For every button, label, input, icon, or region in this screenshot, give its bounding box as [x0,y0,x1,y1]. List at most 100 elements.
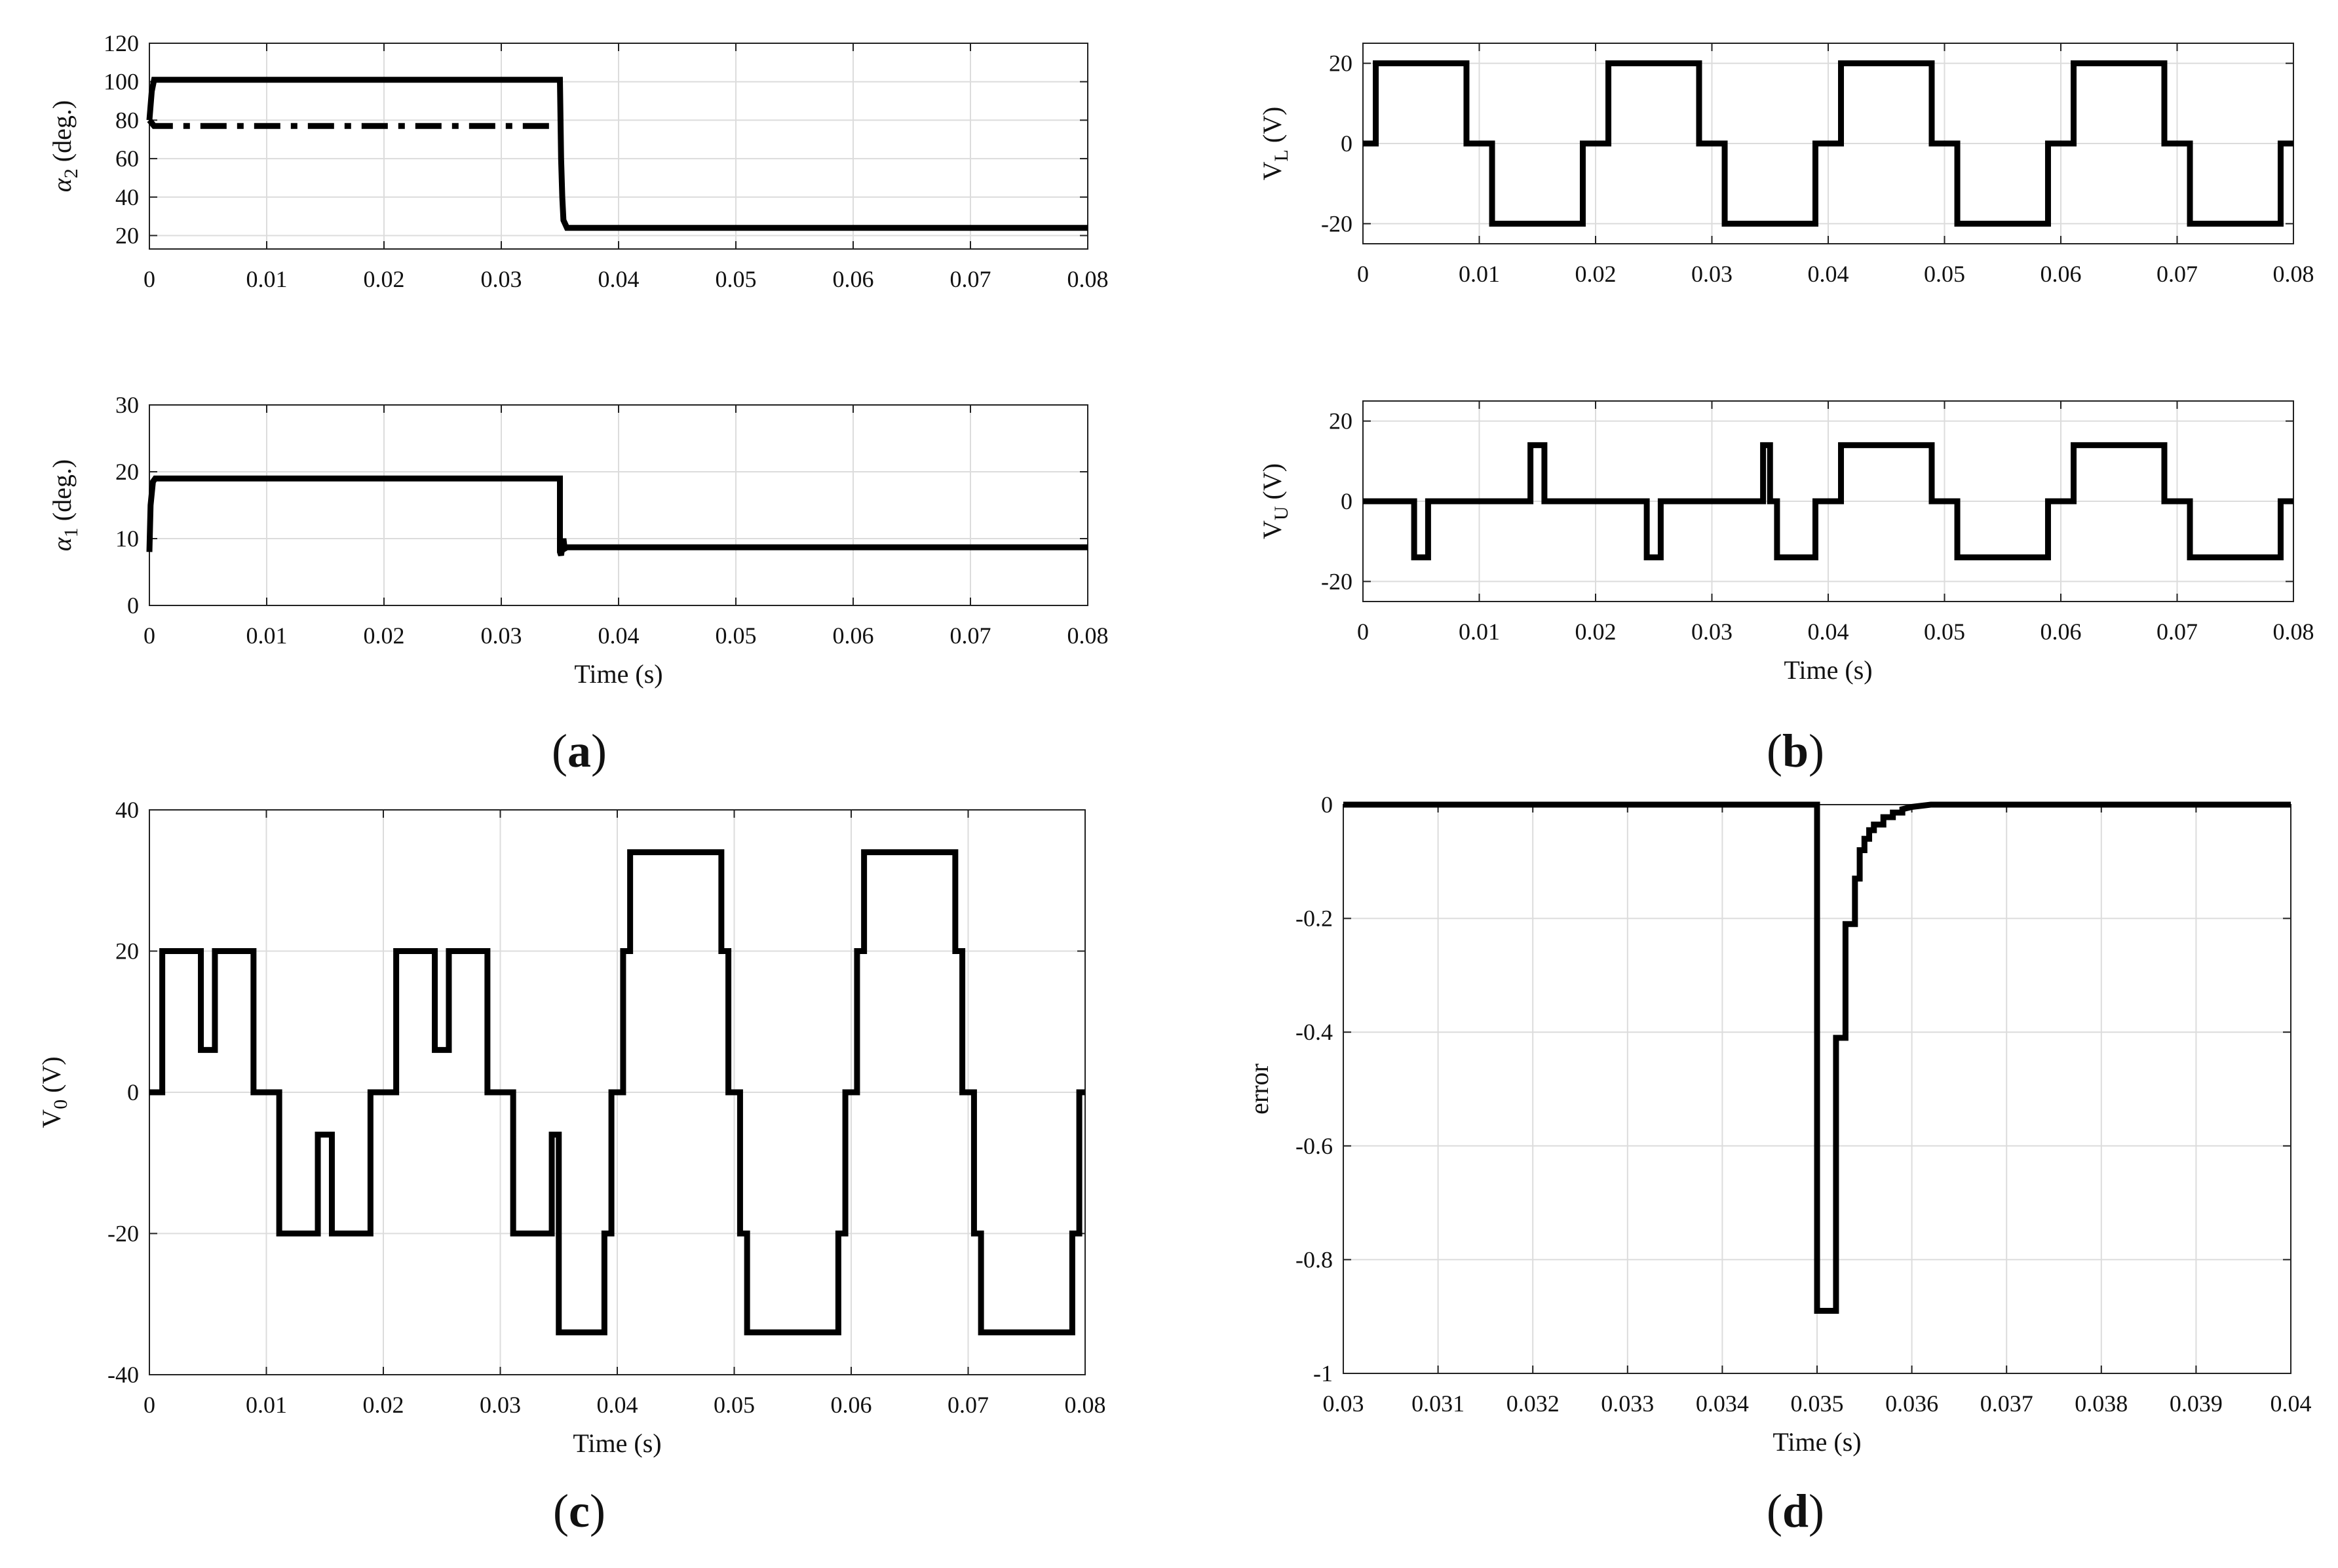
y-axis-label: VL (V) [1257,107,1292,181]
x-tick-label: 0.05 [714,1392,755,1418]
y-axis-label-subscript: 1 [60,527,82,537]
x-tick-label: 0.01 [246,1392,287,1418]
series-line-2 [147,118,560,129]
y-axis-label-unit: (deg.) [47,459,77,527]
y-axis-label-subscript: 0 [50,1100,71,1109]
y-tick-label: 60 [115,145,139,172]
x-tick-label: 0.07 [2156,619,2198,645]
x-tick-label: 0.038 [2075,1390,2128,1417]
x-tick-label: 0.035 [1791,1390,1844,1417]
x-tick-label: 0.06 [833,622,874,649]
x-tick-label: 0.02 [364,266,405,292]
x-tick-label: 0.01 [246,622,288,649]
x-tick-label: 0.05 [1924,619,1965,645]
y-tick-label: 20 [115,459,139,485]
y-tick-label: -40 [107,1362,139,1388]
x-tick-label: 0.06 [2041,619,2082,645]
x-tick-label: 0.07 [950,266,991,292]
y-tick-label: -20 [1321,568,1352,594]
y-axis-label-subscript: 2 [60,168,82,178]
y-tick-label: 0 [1341,488,1352,514]
y-tick-label: -0.4 [1295,1019,1333,1045]
x-axis-label: Time (s) [573,1428,661,1458]
panel-label-a: (a) [552,725,607,777]
series-line-1 [1343,801,2291,1314]
y-axis-label-unit: (V) [1257,463,1287,507]
x-tick-label: 0.04 [1808,261,1849,287]
y-axis-label-subscript: L [1271,149,1292,161]
x-tick-label: 0 [144,1392,155,1418]
y-tick-label: 10 [115,526,139,552]
x-tick-label: 0.03 [481,622,522,649]
series-line-1 [1363,60,2293,227]
y-tick-label: 100 [104,69,139,95]
y-tick-label: 0 [1341,130,1352,157]
x-tick-label: 0.01 [246,266,288,292]
x-tick-label: 0.031 [1411,1390,1465,1417]
x-tick-label: 0.06 [831,1392,872,1418]
x-tick-label: 0 [1357,619,1369,645]
panel-a-top-chart: 0 0.01 0.02 0.03 0.04 0.05 0.06 0.07 0.08 20 40 60 8… [47,30,1109,292]
panel-label-d: (d) [1767,1485,1824,1537]
panel-c-chart: 0 0.01 0.02 0.03 0.04 0.05 0.06 0.07 0.08 -40 -20 0… [37,797,1106,1458]
x-tick-label: 0.04 [2271,1390,2312,1417]
x-tick-label: 0.033 [1601,1390,1654,1417]
y-tick-label: 20 [1329,408,1352,434]
x-tick-label: 0.03 [1691,619,1733,645]
y-axis-label: V0 (V) [37,1056,71,1128]
y-tick-label: 20 [115,938,139,965]
x-tick-label: 0.07 [2156,261,2198,287]
panel-b-bottom-chart: 0 0.01 0.02 0.03 0.04 0.05 0.06 0.07 0.08-20020T… [1257,400,2314,685]
y-axis-label: error [1244,1063,1274,1115]
panel-label-c: (c) [553,1485,605,1537]
x-tick-label: 0.02 [364,622,405,649]
y-axis-label-unit: (V) [37,1056,66,1100]
x-tick-label: 0.04 [598,266,640,292]
x-tick-label: 0.07 [948,1392,989,1418]
y-tick-label: 40 [115,184,139,210]
y-tick-label: 20 [115,222,139,248]
x-tick-label: 0.03 [480,1392,521,1418]
x-tick-label: 0.034 [1696,1390,1749,1417]
y-tick-label: 120 [104,30,139,56]
x-tick-label: 0.03 [1691,261,1733,287]
series-line-1 [146,77,1088,231]
y-axis-label-unit: (V) [1257,107,1287,150]
x-tick-label: 0.05 [716,266,757,292]
x-tick-label: 0.08 [1067,266,1109,292]
x-tick-label: 0.036 [1885,1390,1938,1417]
y-tick-label: 40 [115,797,139,823]
y-axis-label-main: error [1244,1063,1274,1115]
x-tick-label: 0 [144,266,155,292]
x-tick-label: 0.06 [833,266,874,292]
x-tick-label: 0.039 [2170,1390,2223,1417]
x-tick-label: 0.07 [950,622,991,649]
series-line-1 [149,849,1085,1335]
x-tick-label: 0.08 [1065,1392,1106,1418]
panel-b-top-chart: 0 0.01 0.02 0.03 0.04 0.05 0.06 0.07 0.08-20020V… [1257,43,2314,287]
y-tick-label: 0 [1321,792,1333,818]
y-axis-label-main: V [37,1109,66,1128]
y-axis-label: α2 (deg.) [47,100,82,192]
panel-label-b: (b) [1767,725,1824,777]
y-tick-label: -20 [1321,210,1352,237]
y-axis-label-main: α [47,178,77,192]
y-axis-label-main: V [1257,520,1287,539]
x-tick-label: 0 [1357,261,1369,287]
y-tick-label: -0.8 [1295,1246,1333,1272]
panel-d-chart: 0.03 0.031 0.032 0.033 0.034 0.035 0.036 0.037 0… [1244,792,2312,1457]
y-axis-label-subscript: U [1271,506,1292,520]
x-tick-label: 0.03 [481,266,522,292]
y-axis-label-unit: (deg.) [47,100,77,168]
series-line-1 [1363,442,2293,561]
x-tick-label: 0.08 [2273,619,2314,645]
x-axis-label: Time (s) [1784,655,1872,685]
x-tick-label: 0.08 [1067,622,1109,649]
series-line-1 [146,475,1088,556]
y-axis-label-main: V [1257,161,1287,180]
y-axis-label: VU (V) [1257,463,1292,539]
x-tick-label: 0.06 [2041,261,2082,287]
y-tick-label: -0.6 [1295,1133,1333,1159]
x-tick-label: 0.037 [1980,1390,2033,1417]
